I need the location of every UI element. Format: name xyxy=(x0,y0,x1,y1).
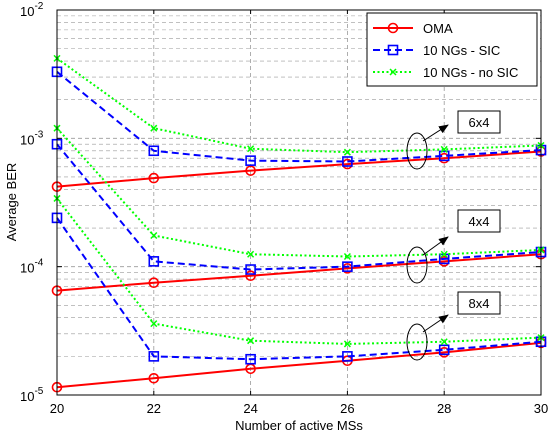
x-marker-stroke xyxy=(440,250,448,258)
square-marker xyxy=(148,256,160,267)
series-lines xyxy=(51,54,547,393)
x-tick-label: 28 xyxy=(437,401,451,416)
circle-marker xyxy=(387,22,399,34)
x-tick-label: 26 xyxy=(340,401,354,416)
x-marker-stroke xyxy=(150,124,158,132)
series-line-4x4 xyxy=(56,127,542,258)
x-marker xyxy=(150,124,158,132)
plot-frame xyxy=(56,9,542,396)
y-tick-exponent: -4 xyxy=(34,258,43,269)
square-marker xyxy=(438,150,450,162)
series-line-8x4 xyxy=(56,341,542,389)
x-marker xyxy=(150,320,158,328)
group-label: 8x4 xyxy=(469,296,490,311)
x-marker xyxy=(343,148,351,156)
y-tick-exponent: -2 xyxy=(34,1,43,12)
y-tick-base: 10 xyxy=(20,389,34,404)
group-ellipse xyxy=(406,323,428,361)
x-marker xyxy=(389,68,397,76)
group-label-box xyxy=(457,110,501,134)
legend: OMA 10 NGs - SIC 10 NGs - no SIC xyxy=(366,12,538,87)
y-tick-labels: 10-510-410-310-2 xyxy=(20,1,541,404)
group-arrow xyxy=(422,124,449,142)
group-arrow xyxy=(422,236,449,256)
x-marker xyxy=(343,252,351,261)
y-tick-base: 10 xyxy=(20,4,34,19)
y-tick-base: 10 xyxy=(20,132,34,147)
x-marker-stroke xyxy=(440,338,448,346)
y-tick-label: 10-5 xyxy=(20,386,44,404)
x-marker-stroke xyxy=(150,231,158,240)
x-tick-label: 24 xyxy=(243,401,257,416)
x-marker-stroke xyxy=(150,320,158,328)
x-marker-stroke xyxy=(247,145,255,153)
x-marker-stroke xyxy=(343,340,351,348)
x-marker-stroke xyxy=(247,250,255,258)
x-marker xyxy=(440,250,448,258)
x-axis-label: Number of active MSs xyxy=(235,418,363,433)
x-marker xyxy=(440,338,448,346)
group-label-box xyxy=(457,291,501,315)
y-axis-label: Average BER xyxy=(4,163,19,242)
series-line-6x4 xyxy=(56,57,542,154)
x-marker xyxy=(440,145,448,153)
circle-marker xyxy=(245,165,256,176)
series-line-8x4 xyxy=(56,197,542,345)
circle-marker xyxy=(245,270,256,282)
series-line-4x4 xyxy=(56,143,542,271)
square-marker xyxy=(245,264,256,275)
legend-label: 10 NGs - SIC xyxy=(423,43,500,58)
square-marker xyxy=(438,344,450,356)
square-marker xyxy=(148,145,160,157)
square-marker xyxy=(148,351,160,362)
annotations: 6x4 4x4 8x4 xyxy=(406,110,501,361)
x-marker xyxy=(247,337,255,345)
x-marker-stroke xyxy=(343,148,351,156)
square-marker xyxy=(342,261,353,272)
legend-label: 10 NGs - no SIC xyxy=(423,65,518,80)
x-tick-label: 30 xyxy=(534,401,548,416)
y-tick-exponent: -3 xyxy=(34,129,43,140)
y-tick-base: 10 xyxy=(20,261,34,276)
square-marker xyxy=(245,353,256,365)
group-label: 6x4 xyxy=(469,115,490,130)
x-marker-stroke xyxy=(389,68,397,76)
group-ellipse xyxy=(406,132,428,170)
y-tick-label: 10-4 xyxy=(20,258,44,276)
grid-lines xyxy=(57,10,541,395)
x-tick-labels: 20 22 24 26 28 30 xyxy=(50,10,548,416)
circle-marker xyxy=(148,372,160,384)
circle-marker xyxy=(148,277,160,289)
x-marker xyxy=(343,340,351,348)
x-marker xyxy=(150,231,158,240)
x-marker-stroke xyxy=(440,145,448,153)
group-arrow xyxy=(422,314,449,333)
series-line-6x4 xyxy=(56,150,542,188)
x-tick-label: 20 xyxy=(50,401,64,416)
square-marker xyxy=(245,155,256,166)
square-marker xyxy=(342,351,353,362)
x-marker-stroke xyxy=(343,252,351,261)
y-tick-label: 10-3 xyxy=(20,129,44,147)
legend-label: OMA xyxy=(423,21,453,36)
x-marker-stroke xyxy=(247,337,255,345)
group-label-box xyxy=(457,209,501,233)
circle-marker xyxy=(148,172,160,184)
series-line-6x4 xyxy=(56,71,542,163)
square-marker xyxy=(387,44,399,56)
group-label: 4x4 xyxy=(469,214,490,229)
series-line-8x4 xyxy=(56,217,542,361)
y-tick-exponent: -5 xyxy=(34,386,43,397)
x-tick-label: 22 xyxy=(147,401,161,416)
series-line-4x4 xyxy=(56,253,542,292)
x-marker xyxy=(247,145,255,153)
x-marker xyxy=(247,250,255,258)
group-ellipse xyxy=(406,246,428,284)
y-tick-label: 10-2 xyxy=(20,1,44,19)
square-marker xyxy=(342,156,353,167)
